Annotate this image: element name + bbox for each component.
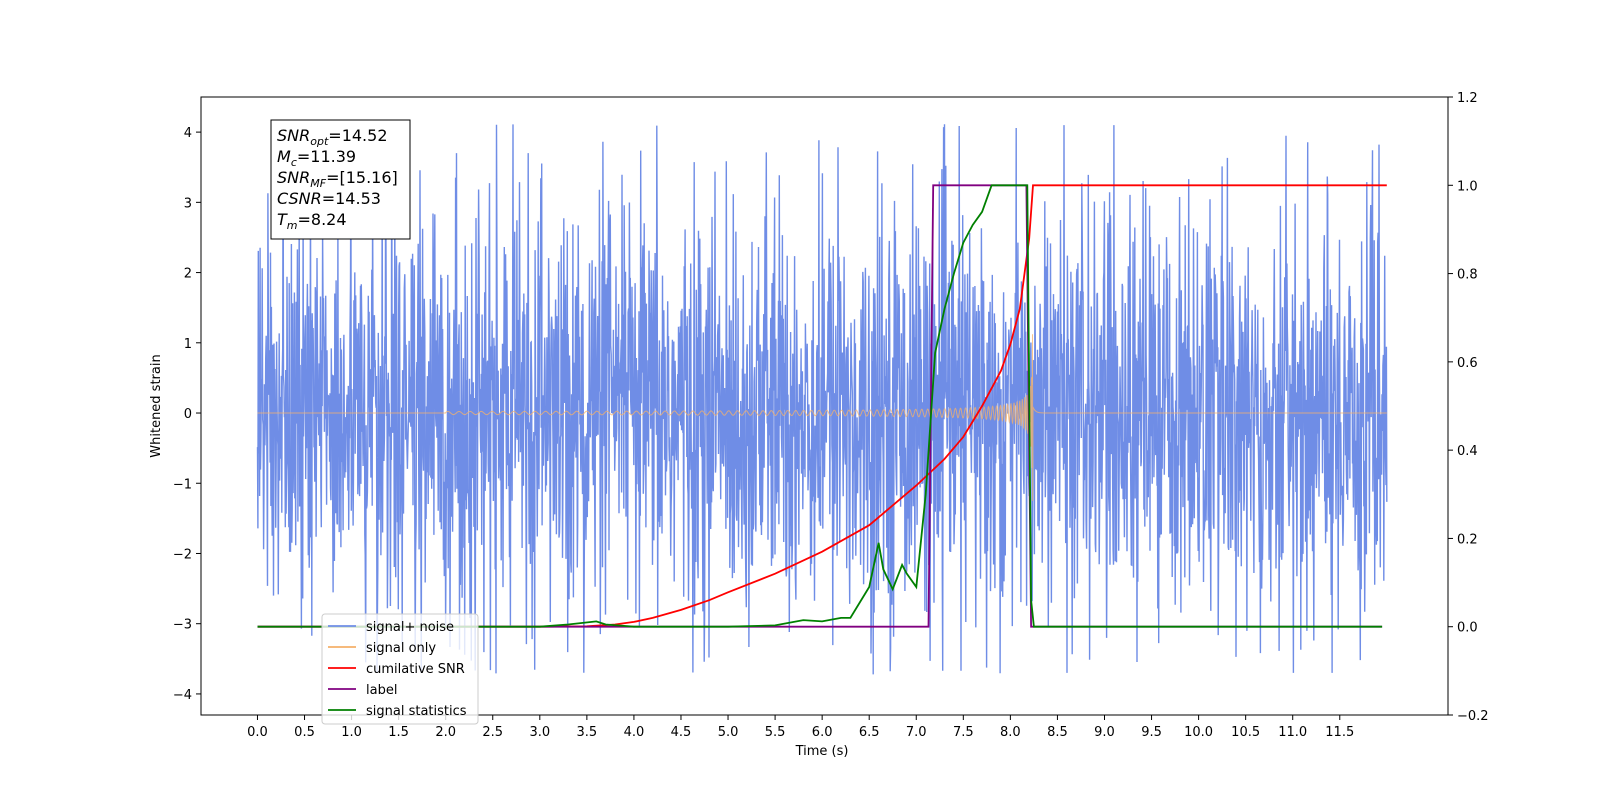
stats-annotation-line: SNRMF=[15.16] bbox=[277, 168, 398, 190]
legend-label-signal-only: signal only bbox=[366, 641, 436, 656]
x-tick-label: 5.5 bbox=[765, 725, 786, 740]
stats-annotation-frame bbox=[270, 119, 411, 240]
y2-tick-label: 0.8 bbox=[1457, 268, 1478, 283]
y-axis-label: Whitened strain bbox=[149, 354, 164, 457]
x-tick-label: 8.5 bbox=[1047, 725, 1068, 740]
x-tick-label: 2.0 bbox=[435, 725, 456, 740]
y2-tick-label: 0.4 bbox=[1457, 444, 1478, 459]
x-tick-label: 7.5 bbox=[953, 725, 974, 740]
y-tick-label: 0 bbox=[184, 407, 192, 422]
plot-frame bbox=[200, 96, 1449, 716]
stats-annotation-line: Mc=11.39 bbox=[277, 147, 356, 169]
y-tick-label: 3 bbox=[184, 196, 192, 211]
x-tick-label: 10.0 bbox=[1184, 725, 1213, 740]
y-tick-label: 1 bbox=[184, 337, 192, 352]
x-tick-label: 6.0 bbox=[812, 725, 833, 740]
y-tick-label: −1 bbox=[173, 477, 192, 492]
legend-label-signal-statistics: signal statistics bbox=[366, 704, 467, 719]
plot-area bbox=[256, 124, 1388, 675]
x-tick-label: 1.0 bbox=[341, 725, 362, 740]
series-signal-only-line bbox=[257, 334, 1387, 501]
legend-label-label: label bbox=[366, 683, 397, 698]
y-tick-label: −4 bbox=[173, 688, 192, 703]
x-tick-label: 6.5 bbox=[859, 725, 880, 740]
y2-tick-label: 0.0 bbox=[1457, 621, 1478, 636]
x-tick-label: 10.5 bbox=[1231, 725, 1260, 740]
x-tick-label: 1.5 bbox=[388, 725, 409, 740]
y2-tick-label: 1.0 bbox=[1457, 179, 1478, 194]
x-tick-label: 0.0 bbox=[247, 725, 268, 740]
x-tick-label: 9.0 bbox=[1094, 725, 1115, 740]
x-tick-label: 5.0 bbox=[718, 725, 739, 740]
stats-annotation-line: Tm=8.24 bbox=[277, 210, 347, 232]
x-tick-label: 2.5 bbox=[482, 725, 503, 740]
series-cumilative-snr-line bbox=[257, 184, 1387, 628]
y-tick-label: −2 bbox=[173, 547, 192, 562]
x-tick-label: 7.0 bbox=[906, 725, 927, 740]
y2-tick-label: −0.2 bbox=[1457, 709, 1489, 724]
legend-frame bbox=[321, 613, 479, 725]
series-signal-noise-line bbox=[256, 124, 1388, 675]
legend: signal+ noise signal only cumilative SNR la… bbox=[321, 613, 479, 725]
y-tick-label: 2 bbox=[184, 267, 192, 282]
stats-annotation-box: SNRopt=14.52Mc=11.39SNRMF=[15.16]CSNR=14… bbox=[270, 119, 411, 240]
x-tick-label: 11.5 bbox=[1325, 725, 1354, 740]
x-tick-label: 3.5 bbox=[577, 725, 598, 740]
series-layer bbox=[256, 124, 1388, 675]
y-tick-label: −3 bbox=[173, 618, 192, 633]
y2-tick-label: 1.2 bbox=[1457, 91, 1478, 106]
legend-label-signal-noise: signal+ noise bbox=[366, 620, 454, 635]
stats-annotation-line: CSNR=14.53 bbox=[277, 189, 381, 208]
axes-layer: 0.0 0.5 1.0 1.5 2.0 2.5 3.0 3.5 4.0 4.5 5.0 5.5 6.0 6… bbox=[173, 91, 1489, 740]
x-tick-label: 4.0 bbox=[624, 725, 645, 740]
x-tick-label: 3.0 bbox=[529, 725, 550, 740]
y-tick-label: 4 bbox=[184, 126, 192, 141]
stats-annotation-line: SNRopt=14.52 bbox=[277, 126, 388, 148]
x-tick-label: 9.5 bbox=[1141, 725, 1162, 740]
series-signal-statistics-line bbox=[257, 184, 1383, 628]
x-axis-label: Time (s) bbox=[795, 744, 849, 759]
x-tick-label: 4.5 bbox=[671, 725, 692, 740]
y2-tick-label: 0.6 bbox=[1457, 356, 1478, 371]
x-tick-label: 8.0 bbox=[1000, 725, 1021, 740]
legend-label-cumilative-snr: cumilative SNR bbox=[366, 662, 465, 677]
x-tick-label: 0.5 bbox=[294, 725, 315, 740]
y2-tick-label: 0.2 bbox=[1457, 532, 1478, 547]
x-tick-label: 11.0 bbox=[1278, 725, 1307, 740]
